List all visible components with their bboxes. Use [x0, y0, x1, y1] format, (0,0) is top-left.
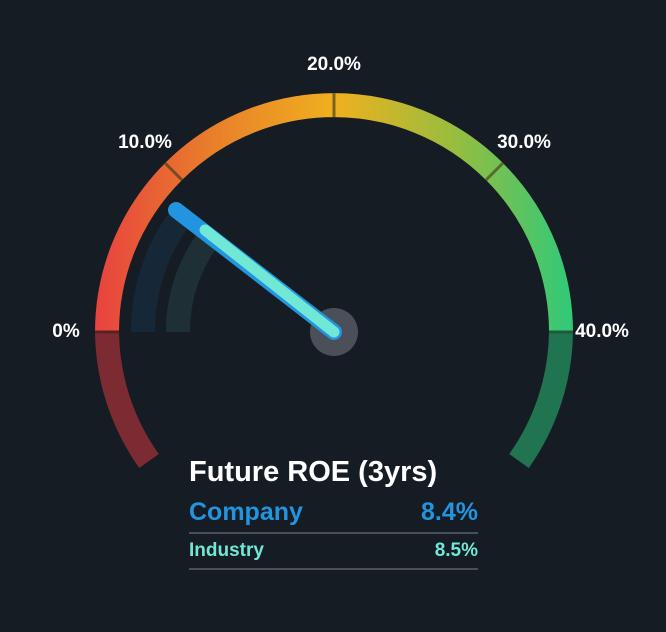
company-value: 8.4%	[421, 497, 478, 526]
legend-row-industry: Industry 8.5%	[189, 534, 478, 570]
below-min-arc	[95, 331, 159, 468]
industry-value: 8.5%	[434, 540, 478, 561]
company-range-arc	[130, 206, 193, 333]
industry-range-arc	[165, 226, 222, 333]
tick-label-30: 30.0%	[497, 132, 551, 153]
tick-label-40: 40.0%	[575, 321, 629, 342]
tick-label-20: 20.0%	[307, 54, 361, 75]
chart-title: Future ROE (3yrs)	[189, 456, 438, 488]
tick-label-10: 10.0%	[118, 132, 172, 153]
above-max-arc	[509, 331, 573, 468]
industry-needle	[199, 224, 340, 338]
legend-row-company: Company 8.4%	[189, 492, 478, 534]
company-label: Company	[189, 497, 303, 526]
tick-label-0: 0%	[52, 321, 80, 342]
tick-marks	[95, 93, 573, 334]
legend: Future ROE (3yrs) Company 8.4% Industry …	[189, 452, 478, 570]
industry-label: Industry	[189, 540, 264, 561]
